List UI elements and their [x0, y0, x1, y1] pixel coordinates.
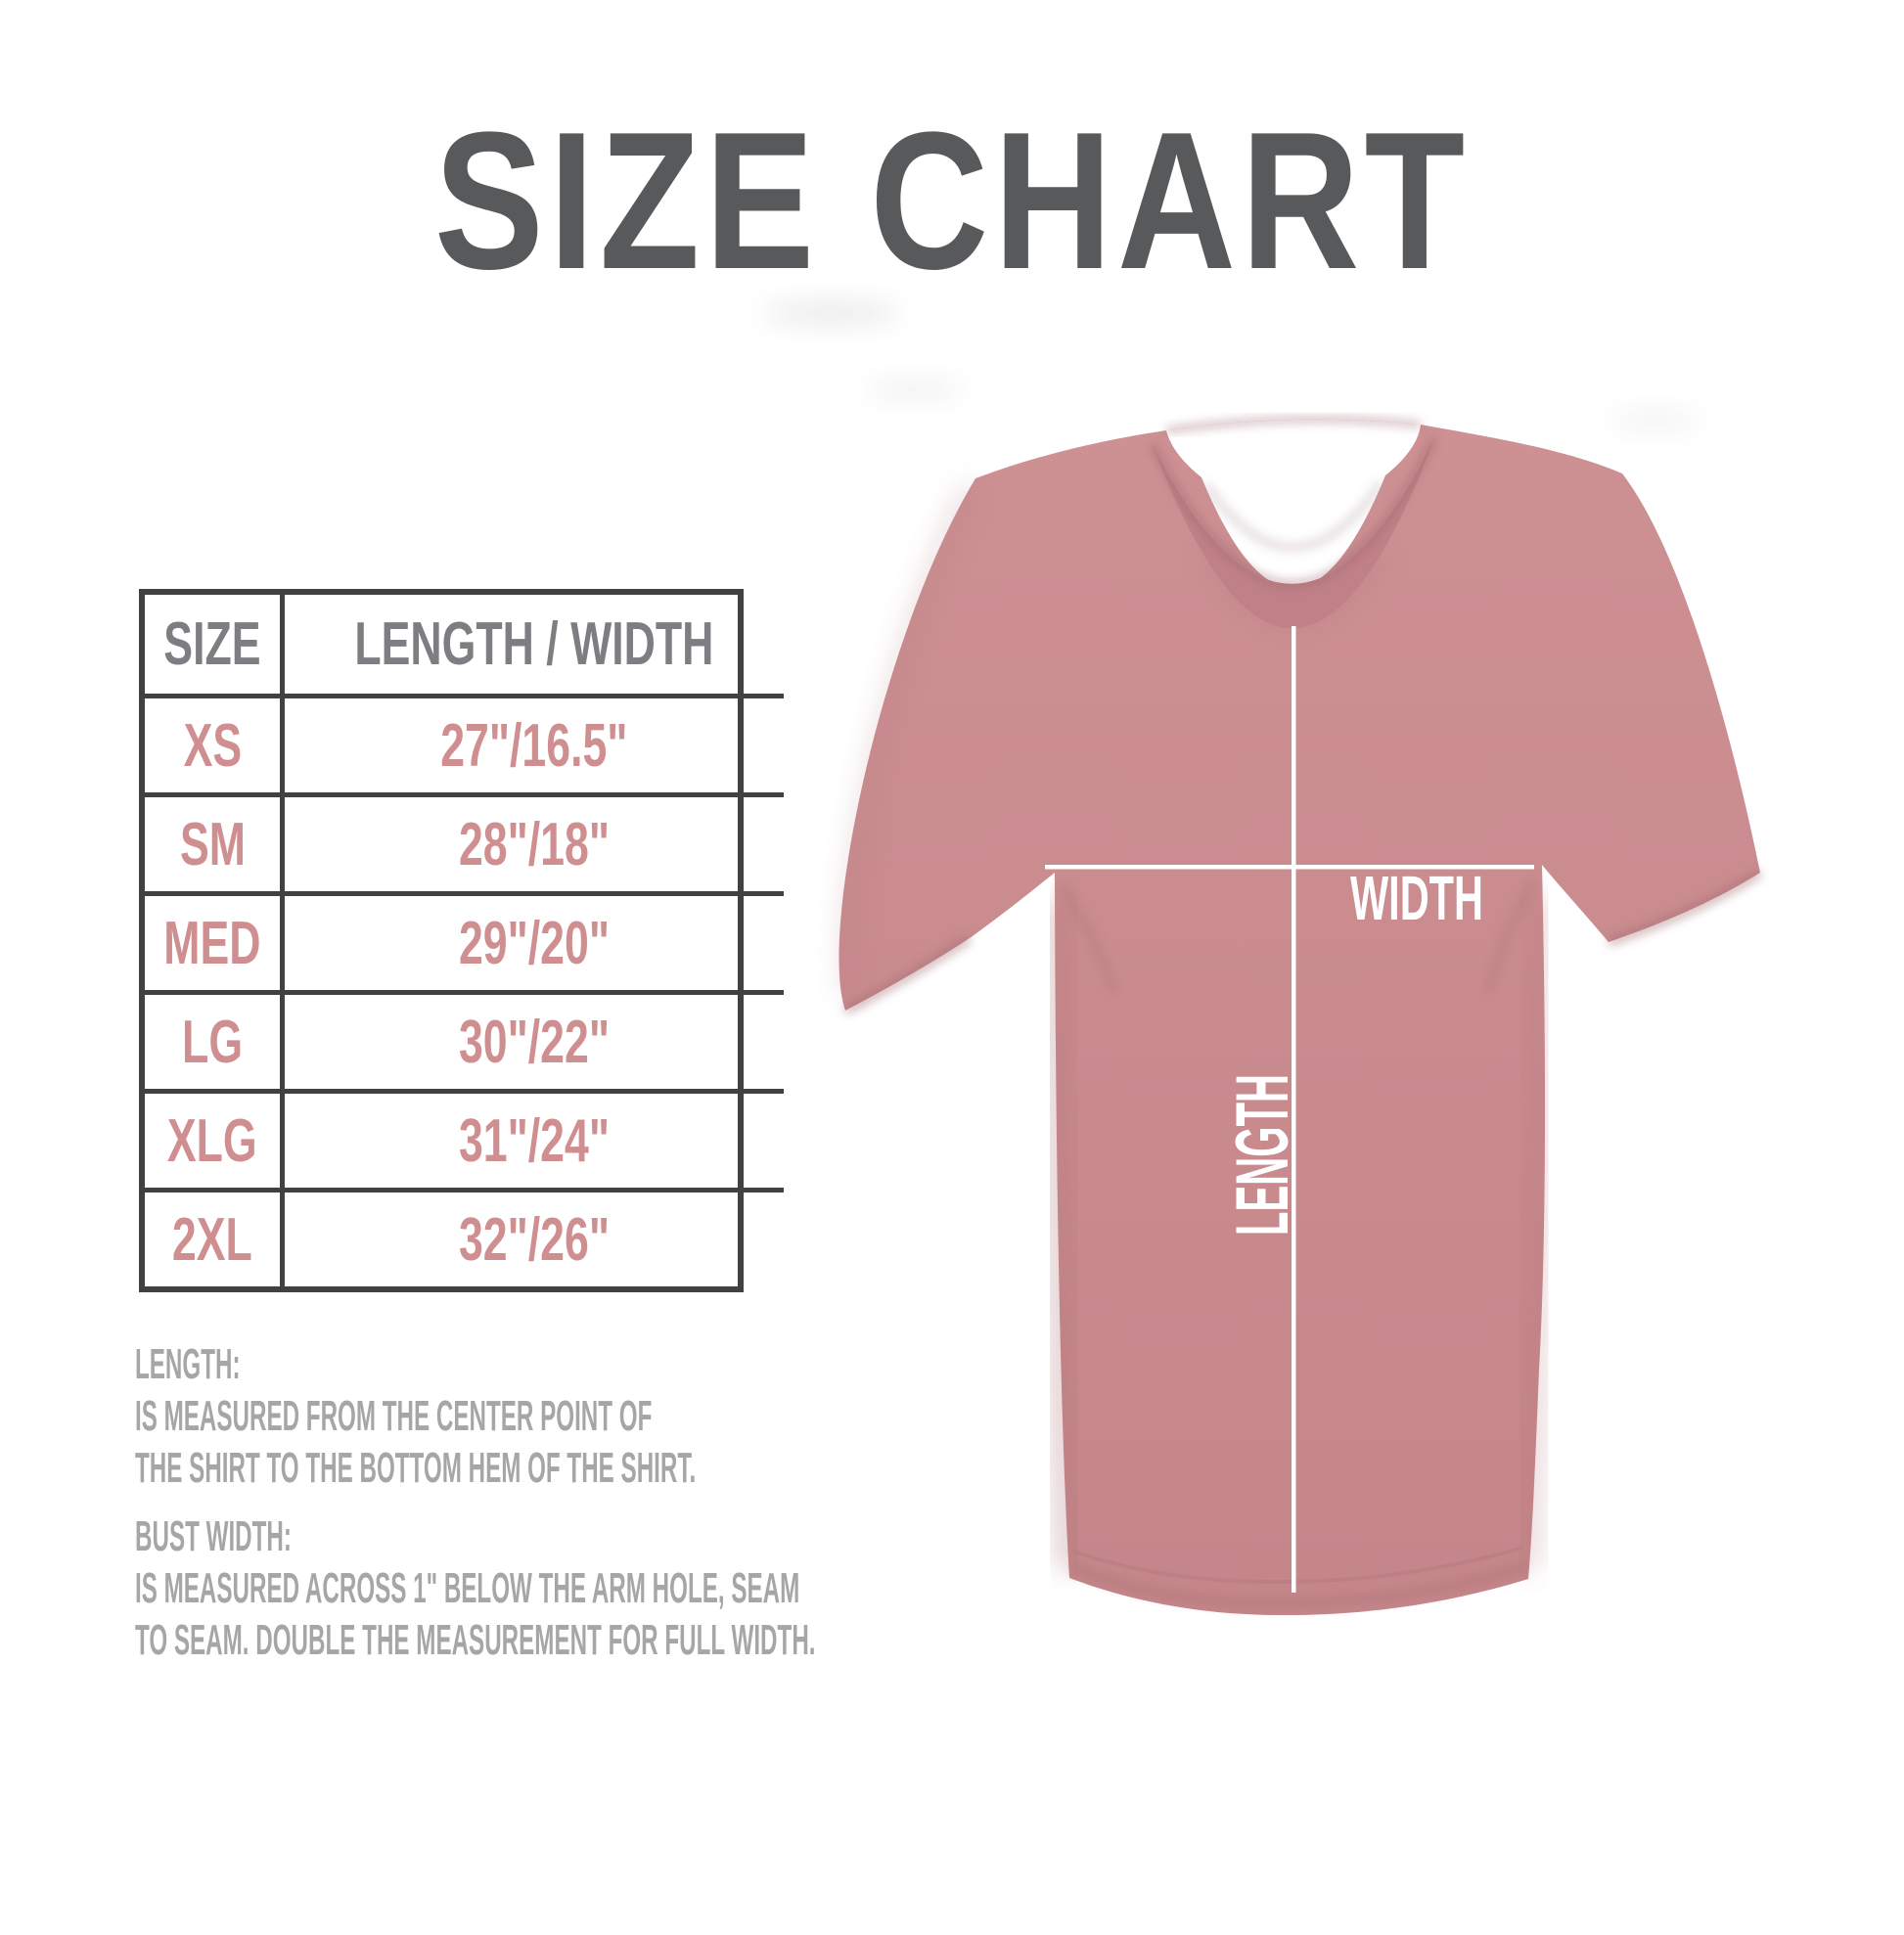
sleeve-hem-right [1607, 869, 1763, 946]
size-table-header-length-width: LENGTH / WIDTH [285, 595, 784, 694]
tshirt-graphic: WIDTH LENGTH [763, 300, 1763, 1616]
width-label: WIDTH [1350, 863, 1483, 933]
size-table-header-size: SIZE [145, 595, 285, 694]
value-cell-med: 29"/20" [285, 891, 784, 990]
page-title-text: SIZE CHART [433, 92, 1471, 310]
length-line [1292, 626, 1296, 1593]
bust-note-label: BUST WIDTH: [135, 1512, 292, 1560]
length-label: LENGTH [1221, 1074, 1304, 1236]
value-cell-xs: 27"/16.5" [285, 694, 784, 792]
size-cell-2xl: 2XL [145, 1188, 285, 1286]
neck-inner-shadow [1201, 479, 1385, 552]
value-cell-2xl: 32"/26" [285, 1188, 784, 1286]
width-line [1045, 865, 1534, 870]
size-cell-med: MED [145, 891, 285, 990]
photo-shadow [1610, 410, 1700, 431]
shading [1057, 882, 1120, 995]
shading [840, 482, 979, 999]
size-table: SIZE LENGTH / WIDTH XS 27"/16.5" SM 28"/… [139, 589, 784, 1292]
size-cell-xlg: XLG [145, 1089, 285, 1188]
sleeve-hem-left [843, 934, 973, 1014]
photo-shadow [868, 379, 962, 400]
header-size-text: SIZE [163, 610, 261, 678]
page-title: SIZE CHART [0, 104, 1904, 299]
header-length-width-text: LENGTH / WIDTH [354, 610, 714, 678]
value-cell-lg: 30"/22" [285, 990, 784, 1089]
collar-seam [1150, 436, 1437, 587]
collar-band [1153, 438, 1434, 629]
size-cell-lg: LG [145, 990, 285, 1089]
shading [1518, 894, 1551, 1571]
bust-note-line: TO SEAM. DOUBLE THE MEASUREMENT FOR FULL… [135, 1616, 816, 1664]
bottom-hem [1071, 1546, 1523, 1585]
value-cell-xlg: 31"/24" [285, 1089, 784, 1188]
size-cell-xs: XS [145, 694, 285, 792]
bust-note-line: IS MEASURED ACROSS 1" BELOW THE ARM HOLE… [135, 1564, 800, 1612]
shading [1482, 878, 1539, 995]
size-cell-sm: SM [145, 792, 285, 891]
collar-back-edge [1165, 416, 1422, 433]
length-note-line: THE SHIRT TO THE BOTTOM HEM OF THE SHIRT… [135, 1444, 697, 1492]
neck-hole [1166, 419, 1421, 589]
photo-shadow [763, 300, 900, 326]
length-note-line: IS MEASURED FROM THE CENTER POINT OF [135, 1392, 653, 1440]
value-cell-sm: 28"/18" [285, 792, 784, 891]
length-note-label: LENGTH: [135, 1340, 241, 1388]
measurement-notes: LENGTH: IS MEASURED FROM THE CENTER POIN… [135, 1338, 976, 1666]
shading [1046, 899, 1082, 1571]
bottom-hem-shadow [1070, 1563, 1526, 1608]
